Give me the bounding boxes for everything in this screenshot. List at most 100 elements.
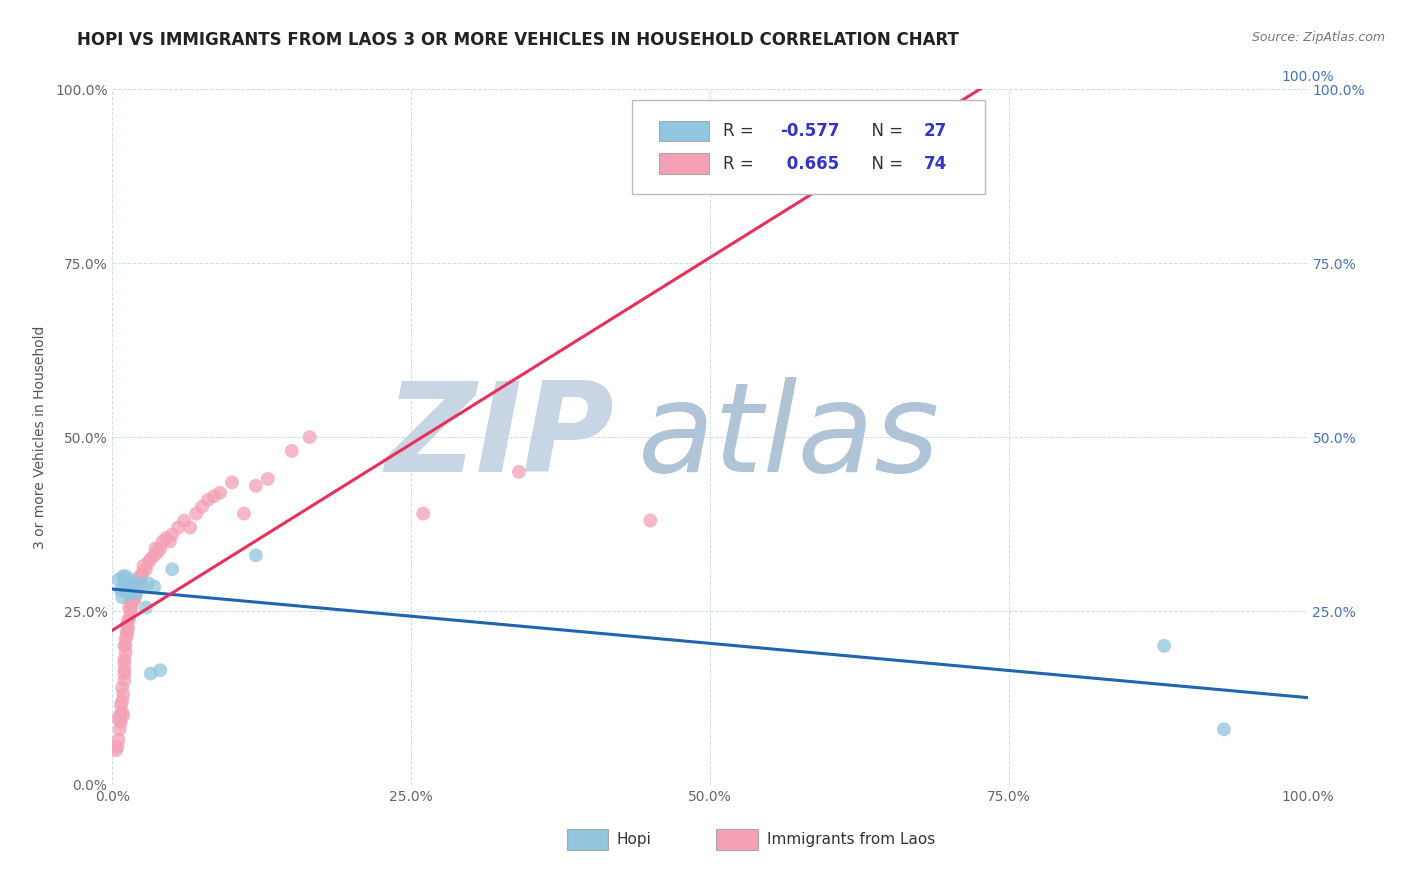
Point bbox=[115, 628, 138, 642]
FancyBboxPatch shape bbox=[633, 100, 986, 194]
Point bbox=[110, 583, 132, 598]
Point bbox=[114, 639, 136, 653]
Point bbox=[105, 739, 128, 754]
Point bbox=[114, 573, 136, 587]
Point bbox=[131, 580, 153, 594]
Point bbox=[152, 534, 174, 549]
Point bbox=[114, 569, 136, 583]
Point bbox=[120, 583, 142, 598]
Point bbox=[111, 590, 134, 604]
FancyBboxPatch shape bbox=[658, 153, 709, 174]
Point bbox=[191, 500, 214, 514]
Point bbox=[162, 562, 183, 576]
Point bbox=[149, 541, 172, 556]
Point bbox=[108, 708, 131, 723]
Text: N =: N = bbox=[860, 154, 908, 173]
Point bbox=[197, 492, 219, 507]
Point bbox=[127, 580, 149, 594]
Point bbox=[138, 576, 160, 591]
Point bbox=[699, 152, 721, 166]
Point bbox=[121, 600, 143, 615]
Point bbox=[125, 587, 148, 601]
Point bbox=[122, 580, 145, 594]
Point bbox=[202, 489, 225, 503]
Point bbox=[117, 615, 139, 629]
Point bbox=[124, 590, 146, 604]
Point bbox=[107, 732, 129, 747]
Point bbox=[114, 583, 135, 598]
Point bbox=[167, 520, 190, 534]
Point bbox=[114, 580, 135, 594]
Point bbox=[114, 663, 135, 677]
Point bbox=[114, 666, 135, 681]
Text: R =: R = bbox=[723, 154, 759, 173]
Text: 0.665: 0.665 bbox=[780, 154, 838, 173]
Point bbox=[114, 653, 135, 667]
Point bbox=[117, 621, 139, 635]
Point bbox=[131, 566, 153, 580]
Point bbox=[135, 562, 157, 576]
Point bbox=[173, 514, 195, 528]
Point bbox=[209, 485, 232, 500]
Point bbox=[114, 639, 135, 653]
Point bbox=[139, 551, 162, 566]
Text: 74: 74 bbox=[924, 154, 948, 173]
Text: Immigrants from Laos: Immigrants from Laos bbox=[768, 831, 935, 847]
Point bbox=[118, 611, 141, 625]
Point bbox=[111, 705, 134, 719]
Point bbox=[143, 549, 166, 563]
Point bbox=[107, 712, 129, 726]
Point bbox=[114, 576, 135, 591]
Point bbox=[132, 558, 155, 573]
Point bbox=[146, 545, 169, 559]
Text: R =: R = bbox=[723, 122, 759, 140]
Point bbox=[135, 600, 157, 615]
Point bbox=[111, 681, 134, 695]
Point bbox=[640, 514, 662, 528]
FancyBboxPatch shape bbox=[716, 829, 758, 850]
Y-axis label: 3 or more Vehicles in Household: 3 or more Vehicles in Household bbox=[32, 326, 46, 549]
Point bbox=[1213, 723, 1236, 737]
Point bbox=[245, 479, 267, 493]
Text: -0.577: -0.577 bbox=[780, 122, 839, 140]
Point bbox=[115, 618, 138, 632]
Point bbox=[114, 657, 135, 671]
Text: Source: ZipAtlas.com: Source: ZipAtlas.com bbox=[1251, 31, 1385, 45]
Point bbox=[125, 576, 148, 591]
Point bbox=[114, 646, 136, 660]
Point bbox=[122, 593, 145, 607]
Point bbox=[105, 743, 128, 757]
Point bbox=[128, 573, 150, 587]
Point bbox=[298, 430, 321, 444]
Point bbox=[117, 576, 139, 591]
Point bbox=[179, 520, 201, 534]
Point bbox=[114, 673, 135, 688]
Point bbox=[108, 723, 131, 737]
Point bbox=[257, 472, 280, 486]
Point bbox=[120, 604, 142, 618]
Point bbox=[129, 569, 152, 583]
Point bbox=[112, 569, 135, 583]
Point bbox=[221, 475, 243, 490]
FancyBboxPatch shape bbox=[658, 120, 709, 141]
Text: Hopi: Hopi bbox=[617, 831, 652, 847]
Point bbox=[118, 600, 141, 615]
Text: HOPI VS IMMIGRANTS FROM LAOS 3 OR MORE VEHICLES IN HOUSEHOLD CORRELATION CHART: HOPI VS IMMIGRANTS FROM LAOS 3 OR MORE V… bbox=[77, 31, 959, 49]
Point bbox=[155, 531, 177, 545]
Text: N =: N = bbox=[860, 122, 908, 140]
Point bbox=[128, 576, 150, 591]
Point bbox=[245, 549, 267, 563]
Point bbox=[139, 666, 162, 681]
Point bbox=[412, 507, 434, 521]
Point bbox=[143, 580, 166, 594]
Point bbox=[145, 541, 167, 556]
Text: 27: 27 bbox=[924, 122, 948, 140]
Point bbox=[107, 573, 129, 587]
Point bbox=[121, 590, 143, 604]
Point bbox=[115, 580, 138, 594]
Point bbox=[233, 507, 256, 521]
FancyBboxPatch shape bbox=[567, 829, 609, 850]
Point bbox=[111, 694, 134, 708]
Point bbox=[138, 555, 160, 569]
Point bbox=[281, 444, 304, 458]
